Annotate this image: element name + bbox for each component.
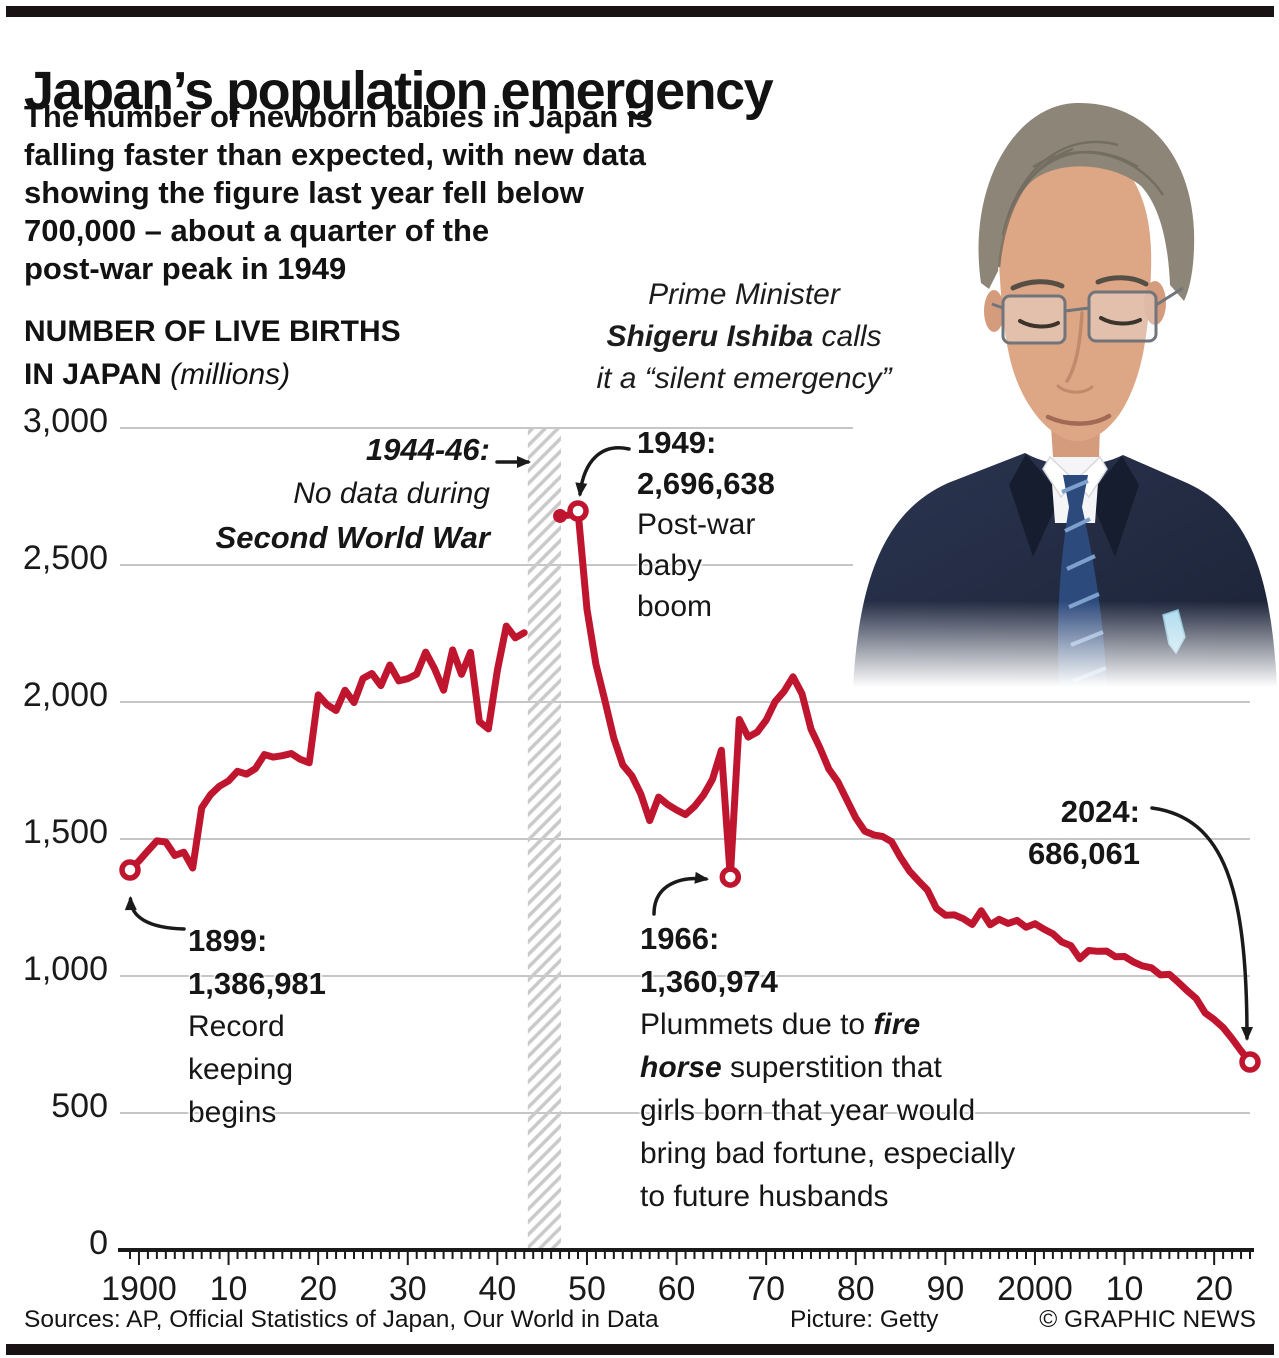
chart-heading-line1: NUMBER OF LIVE BIRTHS: [24, 315, 401, 348]
intro-line: showing the figure last year fell below: [24, 175, 584, 210]
annotation-war-line3: Second World War: [215, 520, 490, 555]
svg-text:2,000: 2,000: [23, 676, 108, 714]
bottom-rule: [6, 1344, 1274, 1355]
war-gap-band: [527, 428, 561, 1250]
annotation-1966-desc-line2: horse superstition that: [640, 1046, 1092, 1089]
hair-strands: [997, 140, 1165, 268]
annotation-2024-year: 2024:: [1060, 794, 1140, 829]
svg-text:2,500: 2,500: [23, 539, 108, 577]
intro-text: The number of newborn babies in Japan is…: [24, 98, 653, 288]
sources-line: Sources: AP, Official Statistics of Japa…: [24, 1306, 659, 1333]
ear-left: [984, 290, 1004, 332]
annotation-1899-desc: keeping: [188, 1053, 294, 1086]
annotation-1949-desc: baby: [637, 549, 703, 582]
svg-text:20: 20: [1195, 1270, 1233, 1308]
annotation-1966-horse: horse: [640, 1051, 722, 1084]
pm-quote-line2: Shigeru Ishiba calls: [528, 316, 960, 358]
y-axis-labels: 3,000 2,500 2,000 1,500 1,000 500 0: [23, 402, 108, 1262]
intro-line: 700,000 – about a quarter of the: [24, 213, 490, 248]
annotation-1966-dip: 1966: 1,360,974 Plummets due to fire hor…: [640, 917, 1092, 1218]
svg-text:70: 70: [747, 1270, 785, 1308]
annotation-1966-year: 1966:: [640, 921, 720, 956]
annotation-1966-desc-line3: girls born that year would: [640, 1094, 976, 1127]
svg-text:10: 10: [210, 1270, 248, 1308]
chart-heading-subject: IN JAPAN: [24, 358, 162, 391]
annotation-1966-desc-text: Plummets due to: [640, 1008, 874, 1041]
page-title: Japan’s population emergency: [24, 61, 774, 122]
annotation-1899-value: 1,386,981: [188, 966, 326, 1001]
svg-text:0: 0: [89, 1224, 108, 1262]
svg-text:50: 50: [568, 1270, 606, 1308]
annotation-war-years: 1944-46:: [365, 432, 490, 467]
ishiba-portrait: [853, 45, 1279, 687]
glasses: [991, 286, 1184, 345]
annotation-1899-start: 1899: 1,386,981 Record keeping begins: [188, 919, 326, 1134]
pm-quote-line1: Prime Minister: [648, 278, 840, 311]
svg-text:40: 40: [478, 1270, 516, 1308]
annotation-1949-peak: 1949: 2,696,638 Post-war baby boom: [637, 422, 775, 627]
svg-text:30: 30: [389, 1270, 427, 1308]
annotation-1949-desc: Post-war: [637, 508, 756, 541]
annotation-1899-desc: begins: [188, 1096, 277, 1129]
suit-lapel-left: [1009, 454, 1061, 557]
annotation-1966-value: 1,360,974: [640, 964, 778, 999]
mouth: [1045, 413, 1112, 426]
graphic-news-credit: © GRAPHIC NEWS: [1039, 1306, 1256, 1333]
top-rule: [6, 6, 1274, 17]
annotation-2024-latest: 2024: 686,061: [1028, 791, 1140, 875]
hair: [978, 102, 1195, 301]
annotation-1899-year: 1899:: [188, 923, 268, 958]
x-axis: [118, 1248, 1254, 1265]
chart-heading-unit: (millions): [170, 358, 291, 391]
chart-heading-line2: IN JAPAN (millions): [24, 353, 401, 396]
pm-quote-line2-rest: calls: [821, 320, 882, 353]
svg-text:60: 60: [658, 1270, 696, 1308]
nostril-line: [1056, 384, 1094, 394]
annotation-war-gap: 1944-46: No data during Second World War: [216, 428, 490, 560]
svg-text:1,000: 1,000: [23, 950, 108, 988]
chart-heading: NUMBER OF LIVE BIRTHS IN JAPAN (millions…: [24, 310, 401, 396]
intro-line: falling faster than expected, with new d…: [24, 137, 646, 172]
portrait-bottom-fade: [853, 601, 1279, 687]
annotation-1966-desc-line4: bring bad fortune, especially: [640, 1137, 1016, 1170]
svg-text:3,000: 3,000: [23, 402, 108, 440]
annotation-2024-value: 686,061: [1027, 836, 1140, 871]
annotation-1966-desc-text: superstition that: [721, 1051, 942, 1084]
annotation-1966-fire: fire: [873, 1008, 921, 1041]
eyes: [1018, 316, 1142, 329]
pm-quote-line3: it a “silent emergency”: [596, 362, 892, 395]
svg-text:500: 500: [51, 1087, 108, 1125]
pm-quote: Prime Minister Shigeru Ishiba calls it a…: [528, 274, 960, 400]
ishiba-portrait-illustration: [853, 45, 1279, 687]
svg-text:1,500: 1,500: [23, 813, 108, 851]
face: [998, 146, 1152, 442]
annotation-1949-desc: boom: [637, 590, 713, 623]
svg-text:1900: 1900: [101, 1270, 177, 1308]
svg-text:90: 90: [926, 1270, 964, 1308]
annotation-1949-year: 1949:: [637, 425, 717, 460]
suit-lapel-right: [1089, 456, 1139, 557]
annotation-war-line2: No data during: [293, 477, 490, 510]
intro-line: The number of newborn babies in Japan is: [24, 99, 653, 134]
annotation-1949-value: 2,696,638: [637, 466, 775, 501]
svg-text:80: 80: [837, 1270, 875, 1308]
intro-line: post-war peak in 1949: [24, 251, 347, 286]
x-axis-labels: 1900 10 20 30 40 50 60 70 80 90 2000 10 20: [101, 1270, 1233, 1308]
eyebrows: [1010, 275, 1149, 291]
svg-text:20: 20: [299, 1270, 337, 1308]
annotation-1899-desc: Record: [188, 1010, 285, 1043]
pm-name: Shigeru Ishiba: [606, 320, 814, 353]
annotation-1966-desc-line1: Plummets due to fire: [640, 1003, 1092, 1046]
svg-text:2000: 2000: [997, 1270, 1073, 1308]
svg-text:10: 10: [1106, 1270, 1144, 1308]
annotation-1966-desc-line5: to future husbands: [640, 1180, 889, 1213]
nose: [1065, 311, 1084, 383]
picture-credit: Picture: Getty: [790, 1306, 939, 1333]
